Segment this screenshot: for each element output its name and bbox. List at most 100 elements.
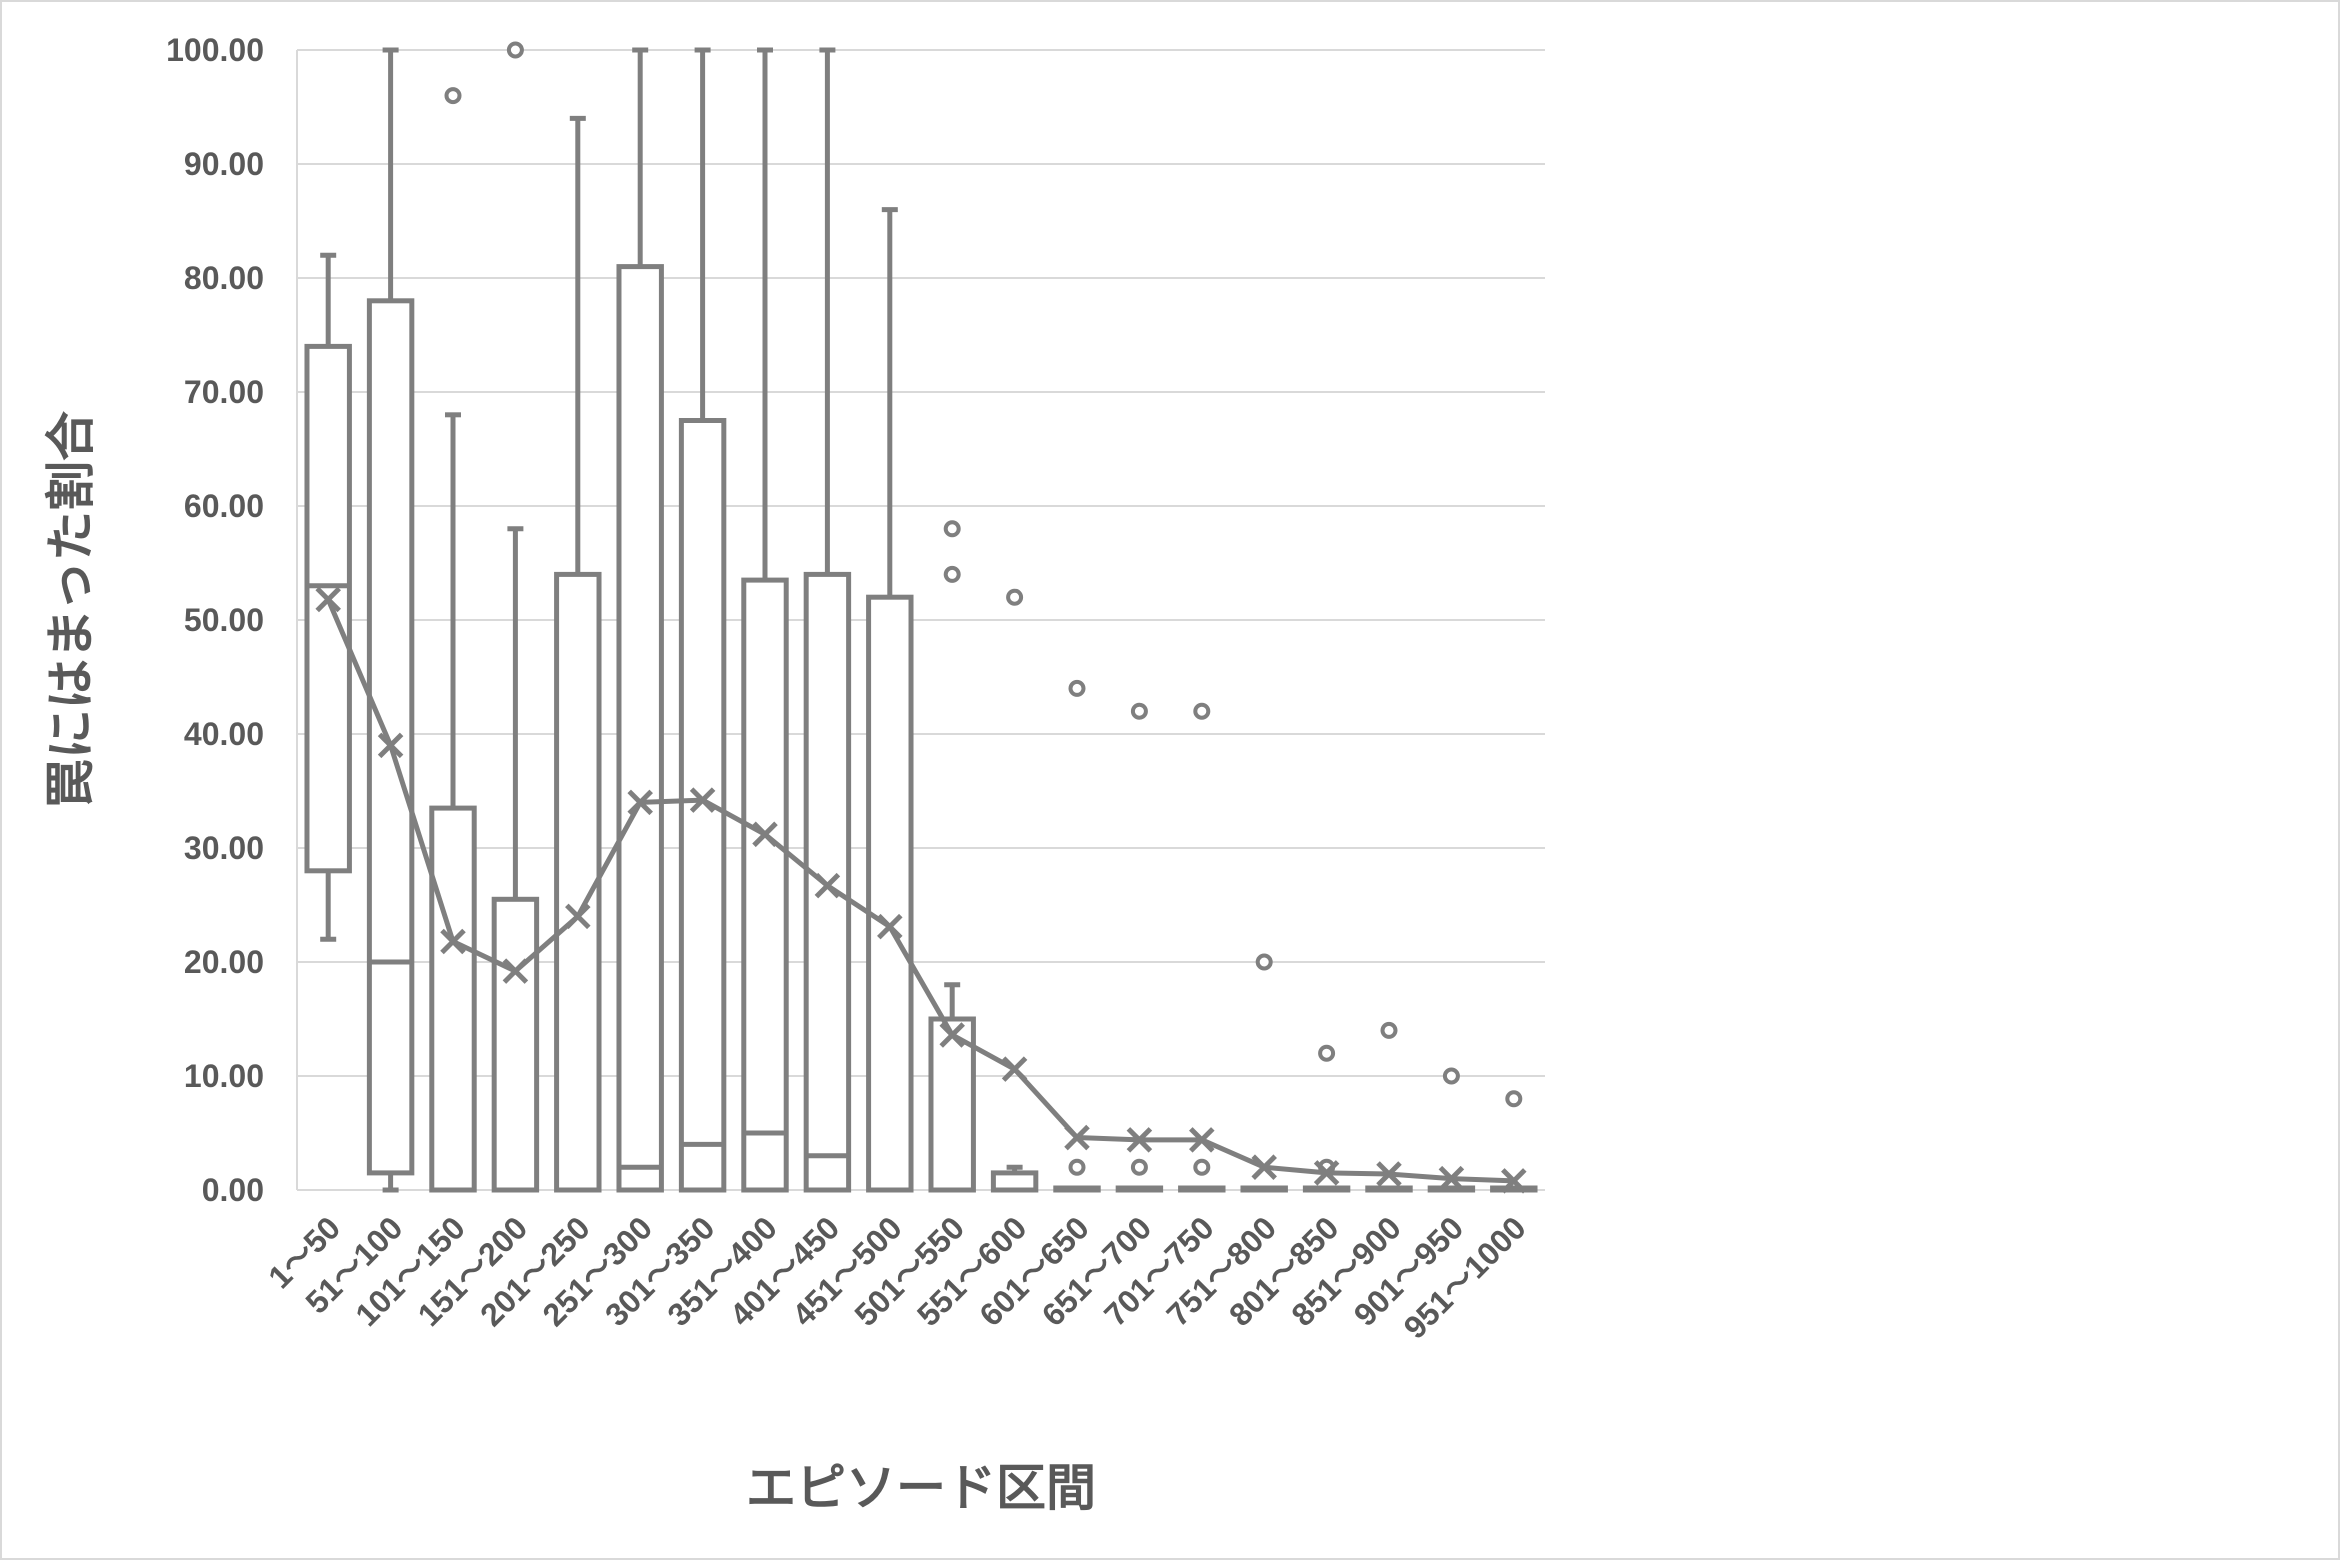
y-axis-title: 罠にはまった割合	[42, 411, 100, 809]
box-item	[491, 41, 540, 1193]
mean-marker	[315, 586, 341, 613]
mean-marker	[1251, 1154, 1277, 1180]
mean-marker-stroke	[1001, 1056, 1028, 1082]
box-item	[1427, 1067, 1476, 1193]
y-tick-label: 40.00	[184, 716, 264, 752]
box-item	[990, 588, 1039, 1193]
box-body	[429, 805, 477, 1193]
mean-marker	[939, 1022, 965, 1048]
mean-marker	[877, 913, 903, 940]
outlier-point	[943, 565, 961, 583]
outlier-point	[1318, 1044, 1336, 1062]
mean-marker-stroke	[752, 821, 778, 848]
mean-marker	[1064, 1124, 1090, 1151]
mean-marker	[565, 903, 591, 930]
outlier-point	[1380, 1021, 1398, 1039]
outlier-point	[1193, 702, 1211, 720]
box-body	[928, 1016, 976, 1193]
outlier-point	[1130, 1158, 1148, 1176]
outlier-point	[1068, 1158, 1086, 1176]
mean-marker-stroke	[1064, 1124, 1090, 1151]
mean-marker	[1376, 1161, 1402, 1187]
mean-marker-stroke	[1189, 1127, 1215, 1153]
outlier-point	[1130, 702, 1148, 720]
y-tick-label: 90.00	[184, 146, 264, 182]
mean-marker	[689, 787, 716, 813]
box-body	[616, 264, 664, 1193]
mean-marker	[502, 958, 529, 984]
mean-marker-stroke	[877, 913, 903, 940]
outlier-point	[1442, 1067, 1460, 1085]
box-item	[741, 47, 789, 1193]
box-body	[678, 418, 727, 1193]
mean-marker-stroke	[814, 872, 841, 899]
box-body	[491, 896, 540, 1193]
box-item	[1365, 1021, 1413, 1193]
mean-marker	[1126, 1127, 1153, 1153]
mean-marker-stroke	[1376, 1161, 1402, 1187]
y-tick-label: 80.00	[184, 260, 264, 296]
mean-marker-stroke	[502, 958, 529, 984]
box-item	[1490, 1090, 1538, 1193]
box-item	[1053, 679, 1101, 1193]
y-tick-label: 70.00	[184, 374, 264, 410]
mean-marker	[1001, 1056, 1028, 1082]
outlier-point	[1006, 588, 1024, 606]
x-axis-title: エピソード区間	[746, 1459, 1096, 1517]
outlier-point	[506, 41, 524, 59]
y-tick-label: 100.00	[166, 32, 264, 68]
y-tick-label: 10.00	[184, 1058, 264, 1094]
mean-marker-stroke	[1126, 1127, 1153, 1153]
mean-marker-stroke	[315, 586, 341, 613]
mean-series	[315, 586, 1527, 1194]
boxes	[304, 41, 1538, 1193]
mean-marker-stroke	[1313, 1160, 1340, 1186]
outlier-point	[1193, 1158, 1211, 1176]
box-body	[304, 343, 352, 874]
mean-marker-stroke	[939, 1022, 965, 1048]
box-body	[366, 298, 415, 1176]
outlier-point	[1068, 679, 1086, 697]
y-tick-label: 60.00	[184, 488, 264, 524]
mean-marker-stroke	[565, 903, 591, 930]
box-item	[616, 47, 664, 1193]
box-item	[866, 207, 914, 1193]
y-tick-label: 30.00	[184, 830, 264, 866]
mean-marker	[1189, 1127, 1215, 1153]
mean-marker-stroke	[1438, 1165, 1465, 1192]
outlier-point	[943, 520, 961, 538]
mean-marker-stroke	[1251, 1154, 1277, 1180]
box-body	[866, 594, 914, 1193]
y-tick-labels: 0.00 10.00 20.00 30.00 40.00 50.00 60.00 70.00 8…	[166, 32, 264, 1208]
box-item	[1240, 953, 1288, 1193]
box-item	[429, 87, 477, 1193]
mean-marker	[752, 821, 778, 848]
y-tick-label: 20.00	[184, 944, 264, 980]
box-item	[1115, 702, 1164, 1193]
mean-marker-stroke	[377, 732, 404, 759]
box-item	[554, 115, 602, 1193]
mean-marker	[440, 928, 466, 955]
box-item	[366, 47, 415, 1193]
box-item	[928, 520, 976, 1193]
box-item	[1178, 702, 1226, 1193]
y-tick-label: 0.00	[202, 1172, 264, 1208]
box-item	[304, 252, 352, 942]
mean-marker-stroke	[689, 787, 716, 813]
mean-marker	[377, 732, 404, 759]
box-body	[990, 1170, 1039, 1193]
mean-marker	[1501, 1168, 1527, 1194]
mean-marker	[627, 789, 653, 816]
y-tick-label: 50.00	[184, 602, 264, 638]
outlier-point	[444, 87, 462, 105]
mean-marker	[814, 872, 841, 899]
box-item	[678, 47, 727, 1193]
mean-marker	[1438, 1165, 1465, 1192]
outlier-point	[1255, 953, 1273, 971]
mean-marker	[1313, 1160, 1340, 1186]
mean-marker-stroke	[627, 789, 653, 816]
box-body	[741, 577, 789, 1193]
box-body	[554, 571, 602, 1193]
